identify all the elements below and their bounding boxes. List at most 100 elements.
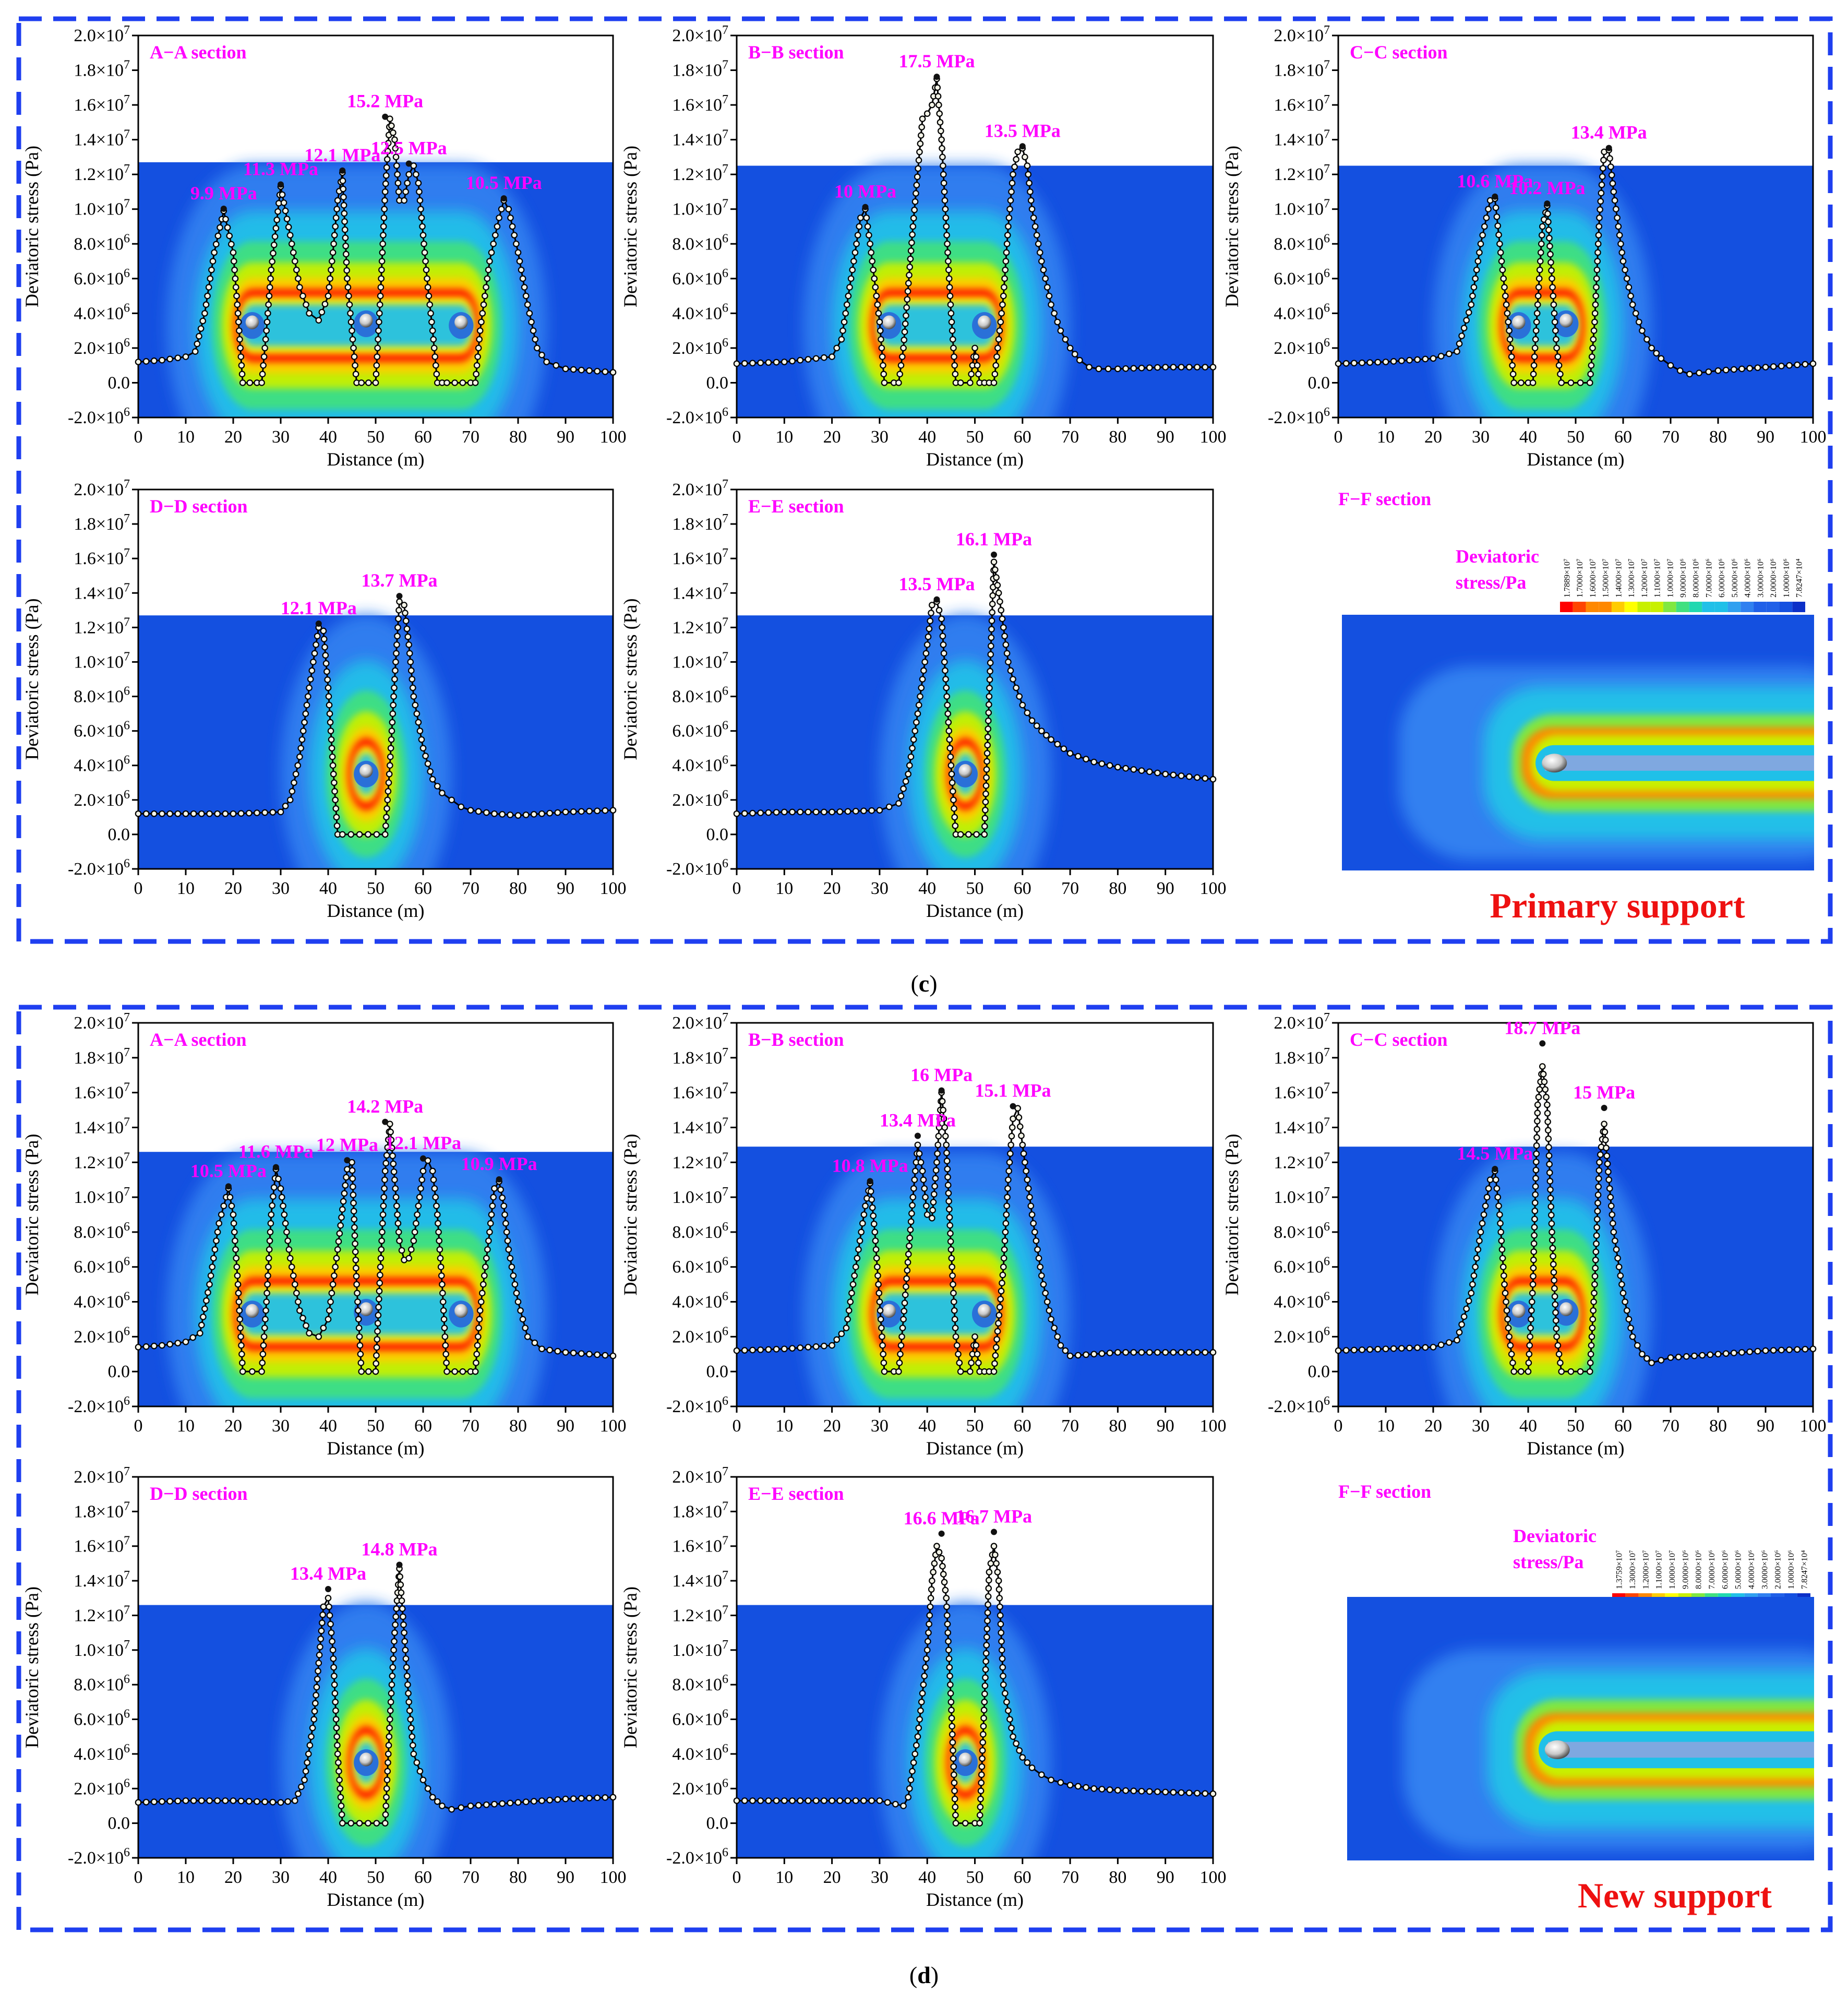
series-point (1162, 1788, 1169, 1796)
series-point (773, 1797, 780, 1804)
series-point (1532, 336, 1539, 343)
series-point (844, 1797, 851, 1804)
series-point (950, 796, 957, 804)
series-point (1005, 659, 1012, 665)
y-tick-label: 1.8×107 (672, 1046, 728, 1068)
series-point (844, 1316, 851, 1323)
series-point (263, 318, 271, 326)
series-point (197, 325, 205, 332)
series-point (373, 1360, 379, 1367)
series-point (329, 753, 336, 760)
series-point (438, 1272, 445, 1279)
series-point (365, 1368, 372, 1375)
series-point (978, 1771, 985, 1779)
series-point (310, 1716, 317, 1723)
series-point (991, 371, 999, 378)
series-point (1075, 753, 1082, 760)
series-point (977, 1787, 985, 1794)
series-point (510, 1272, 517, 1279)
series-point (1503, 1298, 1509, 1305)
series-point (1548, 267, 1555, 274)
series-point (406, 1707, 413, 1714)
legend-swatch (1599, 602, 1612, 612)
series-point (421, 249, 428, 256)
x-tick-label: 60 (1614, 1416, 1632, 1436)
series-point (945, 1198, 952, 1205)
series-point (350, 344, 357, 352)
series-point (473, 1351, 480, 1358)
series-point (1476, 1237, 1483, 1244)
series-point (499, 1194, 506, 1201)
x-tick-label: 0 (733, 879, 741, 898)
series-point (1162, 1349, 1169, 1356)
series-point (326, 1603, 332, 1610)
series-point (507, 811, 514, 818)
series-point (1538, 240, 1545, 247)
series-point (381, 188, 389, 195)
series-point (424, 760, 431, 767)
series-point (1194, 774, 1201, 781)
series-point (1555, 1351, 1563, 1358)
x-tick-label: 90 (1157, 1868, 1174, 1887)
x-tick-label: 80 (1709, 1416, 1727, 1436)
series-point (373, 1344, 380, 1351)
series-point (1469, 292, 1476, 300)
legend-value: 1.0000×10⁶ (1782, 558, 1791, 598)
series-point (1528, 1298, 1535, 1305)
series-point (387, 1128, 394, 1136)
peak-marker (933, 596, 940, 603)
series-point (301, 719, 308, 726)
series-point (1606, 1185, 1613, 1192)
series-point (1493, 1185, 1501, 1192)
series-point (906, 264, 914, 270)
series-point (902, 778, 909, 785)
series-point (313, 1684, 320, 1691)
series-point (422, 258, 429, 265)
y-tick-label: 2.0×106 (672, 336, 728, 358)
series-point (1209, 364, 1217, 371)
series-point (929, 1207, 936, 1214)
x-tick-label: 80 (509, 1416, 527, 1436)
series-point (1035, 240, 1042, 247)
series-point (376, 310, 383, 317)
series-point (1607, 163, 1614, 170)
peak-annotation: 11.6 MPa (238, 1141, 314, 1162)
series-point (1591, 310, 1599, 317)
series-point (943, 1141, 950, 1149)
series-point (507, 214, 514, 221)
series-point (1546, 1161, 1553, 1168)
y-tick-exponent: 7 (1324, 197, 1330, 211)
series-point (1479, 232, 1486, 238)
series-point (927, 1603, 934, 1610)
series-point (1591, 1290, 1598, 1297)
y-tick-exponent: 7 (124, 1081, 130, 1094)
series-point (1770, 363, 1777, 370)
series-point (939, 1098, 946, 1105)
series-point (374, 353, 381, 360)
series-point (989, 592, 997, 599)
series-point (1506, 1333, 1513, 1340)
series-point (1538, 232, 1545, 238)
series-point (259, 371, 266, 378)
series-markers (733, 1543, 1217, 1827)
series-point (1031, 1228, 1038, 1236)
series-point (919, 115, 926, 123)
x-tick-label: 90 (1757, 427, 1774, 447)
series-point (213, 1237, 220, 1244)
series-point (1738, 365, 1745, 373)
series-point (1007, 197, 1014, 204)
series-point (443, 379, 450, 386)
series-point (1555, 362, 1563, 369)
series-point (265, 1272, 271, 1279)
series-point (329, 1638, 335, 1645)
series-point (295, 1298, 302, 1305)
x-tick-label: 80 (1109, 1416, 1126, 1436)
panel-d-frame (16, 1005, 1833, 1932)
series-point (335, 1768, 342, 1775)
series-point (876, 1797, 883, 1804)
y-tick-label: 1.8×107 (74, 58, 130, 80)
y-tick-exponent: 7 (722, 1534, 728, 1548)
tunnel-highlight-1 (1559, 314, 1573, 328)
series-point (1095, 365, 1102, 373)
